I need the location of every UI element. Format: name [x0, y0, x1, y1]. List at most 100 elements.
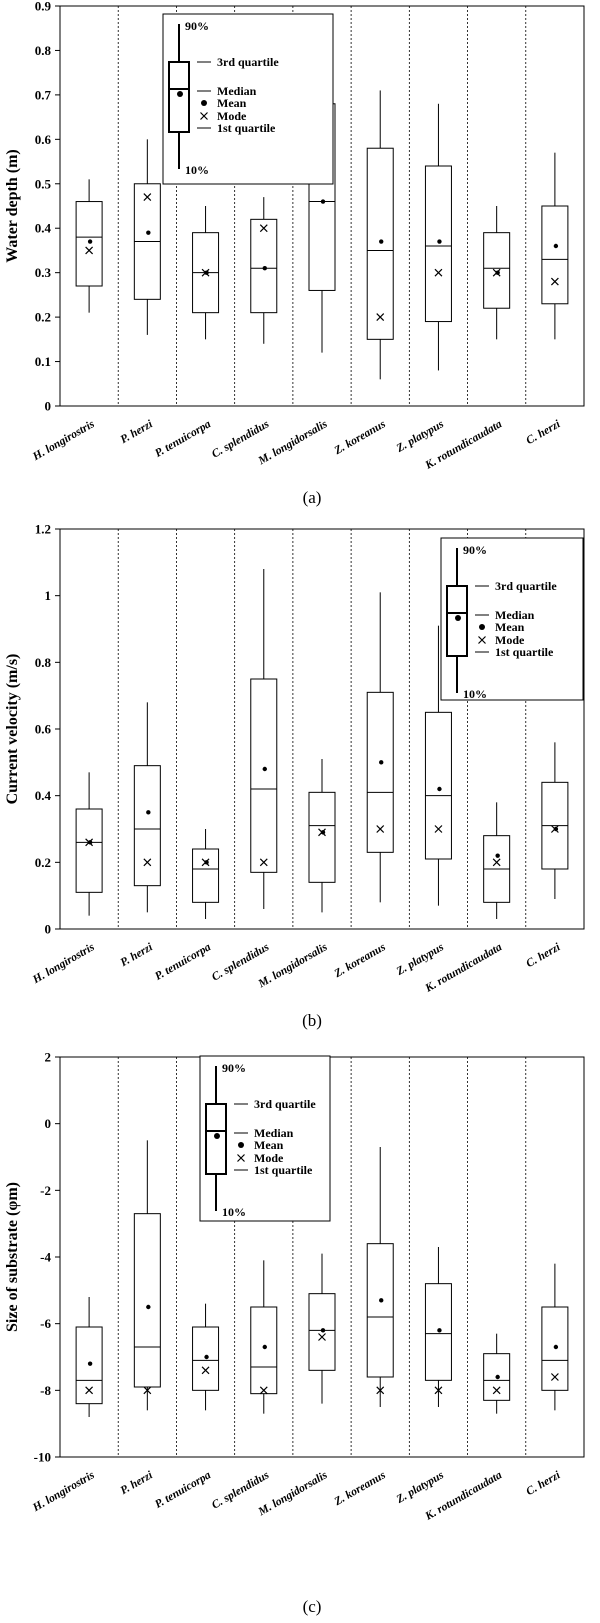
category-label: C. herzi: [524, 1469, 563, 1498]
mean-dot: [320, 1328, 326, 1333]
mode-marker: [434, 825, 443, 833]
mean-dot: [146, 810, 151, 815]
legend-q3-label: 3rd quartile: [217, 55, 279, 69]
category-label: C. herzi: [524, 941, 563, 970]
y-tick-label: 0: [45, 399, 52, 414]
y-tick-label: -8: [40, 1383, 51, 1398]
legend-mean-swatch: [201, 100, 207, 106]
mode-marker: [376, 313, 385, 322]
box-4: [250, 1260, 278, 1414]
box-9: [541, 1263, 569, 1411]
legend-p90-label: 90%: [185, 19, 209, 33]
mean-dot: [204, 1354, 209, 1360]
box-iqr: [133, 765, 161, 887]
y-tick-label: 0.6: [35, 722, 52, 737]
mode-marker: [201, 268, 210, 277]
plot-frame: [59, 5, 585, 407]
mode-marker: [550, 1373, 559, 1381]
legend-q1-label: 1st quartile: [254, 1163, 313, 1177]
mode-marker: [376, 825, 385, 833]
mode-marker: [318, 828, 326, 837]
mode-marker: [143, 193, 152, 202]
y-tick-label: -6: [40, 1316, 51, 1331]
box-9: [541, 152, 569, 340]
box-8: [483, 1333, 511, 1414]
legend-p90-label: 90%: [222, 1061, 246, 1075]
y-tick-label: 0.1: [35, 354, 51, 369]
y-tick-label: 0.4: [35, 221, 52, 236]
y-tick-label: 0.2: [35, 310, 51, 325]
y-tick-label: 0.9: [35, 0, 52, 14]
mean-dot: [320, 830, 326, 835]
mode-marker: [492, 1386, 501, 1395]
y-tick-label: 0: [45, 1116, 52, 1131]
mean-dot: [553, 1344, 559, 1350]
mode-marker: [550, 825, 559, 833]
mode-marker: [318, 1333, 326, 1341]
legend-median-label: Median: [254, 1126, 294, 1140]
mode-marker: [85, 1386, 94, 1395]
mode-marker: [492, 268, 501, 277]
category-label: C. herzi: [524, 418, 563, 447]
y-tick-label: -2: [40, 1183, 51, 1198]
category-label: P. tenuicorpa: [153, 418, 213, 460]
box-6: [366, 592, 394, 903]
chart-panel-b: [55, 528, 585, 930]
category-label: Z. koreanus: [332, 941, 389, 981]
mode-marker: [434, 1386, 443, 1395]
legend-q3-label: 3rd quartile: [495, 579, 557, 593]
mode-marker: [143, 1386, 152, 1395]
box-iqr: [366, 147, 394, 340]
legend-mean-dot: [177, 91, 183, 97]
y-tick-label: 0.4: [35, 788, 52, 803]
y-tick-label: 0.6: [35, 132, 52, 147]
mode-marker: [259, 1386, 268, 1395]
legend: [440, 537, 584, 701]
box-2: [133, 139, 161, 335]
mean-dot: [204, 270, 209, 275]
box-iqr: [250, 1306, 278, 1395]
mean-dot: [87, 1361, 93, 1366]
box-iqr: [75, 808, 103, 893]
legend-mode-label: Mode: [217, 109, 247, 123]
category-label: Z. platypus: [394, 1469, 447, 1506]
box-iqr: [424, 711, 452, 860]
box-3: [192, 829, 220, 919]
mean-dot: [379, 239, 384, 244]
y-tick-label: 0.7: [35, 87, 52, 102]
category-label: P. herzi: [119, 941, 156, 969]
legend: [162, 13, 334, 185]
category-label: Z. platypus: [394, 418, 447, 455]
mode-marker: [259, 858, 268, 867]
box-5: [308, 1253, 336, 1404]
legend-mode-label: Mode: [254, 1151, 284, 1165]
y-axis-label: Current velocity (m/s): [4, 654, 21, 805]
mean-dot: [437, 1328, 442, 1333]
legend-p10-label: 10%: [222, 1205, 246, 1219]
box-iqr: [192, 848, 220, 903]
mode-marker: [259, 224, 268, 233]
legend-frame: [162, 13, 334, 185]
box-3: [192, 206, 220, 340]
box-3: [192, 1303, 220, 1411]
mode-marker: [201, 858, 210, 867]
mean-dot: [495, 1374, 500, 1380]
mean-dot: [87, 239, 93, 244]
box-7: [424, 103, 452, 371]
y-axis-label: Water depth (m): [4, 149, 21, 262]
legend-mean-label: Mean: [254, 1138, 284, 1152]
category-label: Z. koreanus: [332, 1469, 389, 1509]
box-5: [308, 759, 336, 913]
legend-mean-label: Mean: [495, 620, 525, 634]
legend-box: [205, 1103, 227, 1175]
box-6: [366, 90, 394, 380]
mode-marker: [85, 838, 94, 847]
legend-mean-dot: [214, 1133, 220, 1139]
y-tick-label: 1.2: [35, 522, 51, 537]
mean-dot: [437, 239, 442, 244]
mean-dot: [495, 270, 500, 275]
panel-caption: (a): [303, 488, 322, 507]
box-iqr: [366, 691, 394, 853]
legend-p10-label: 10%: [185, 163, 209, 177]
